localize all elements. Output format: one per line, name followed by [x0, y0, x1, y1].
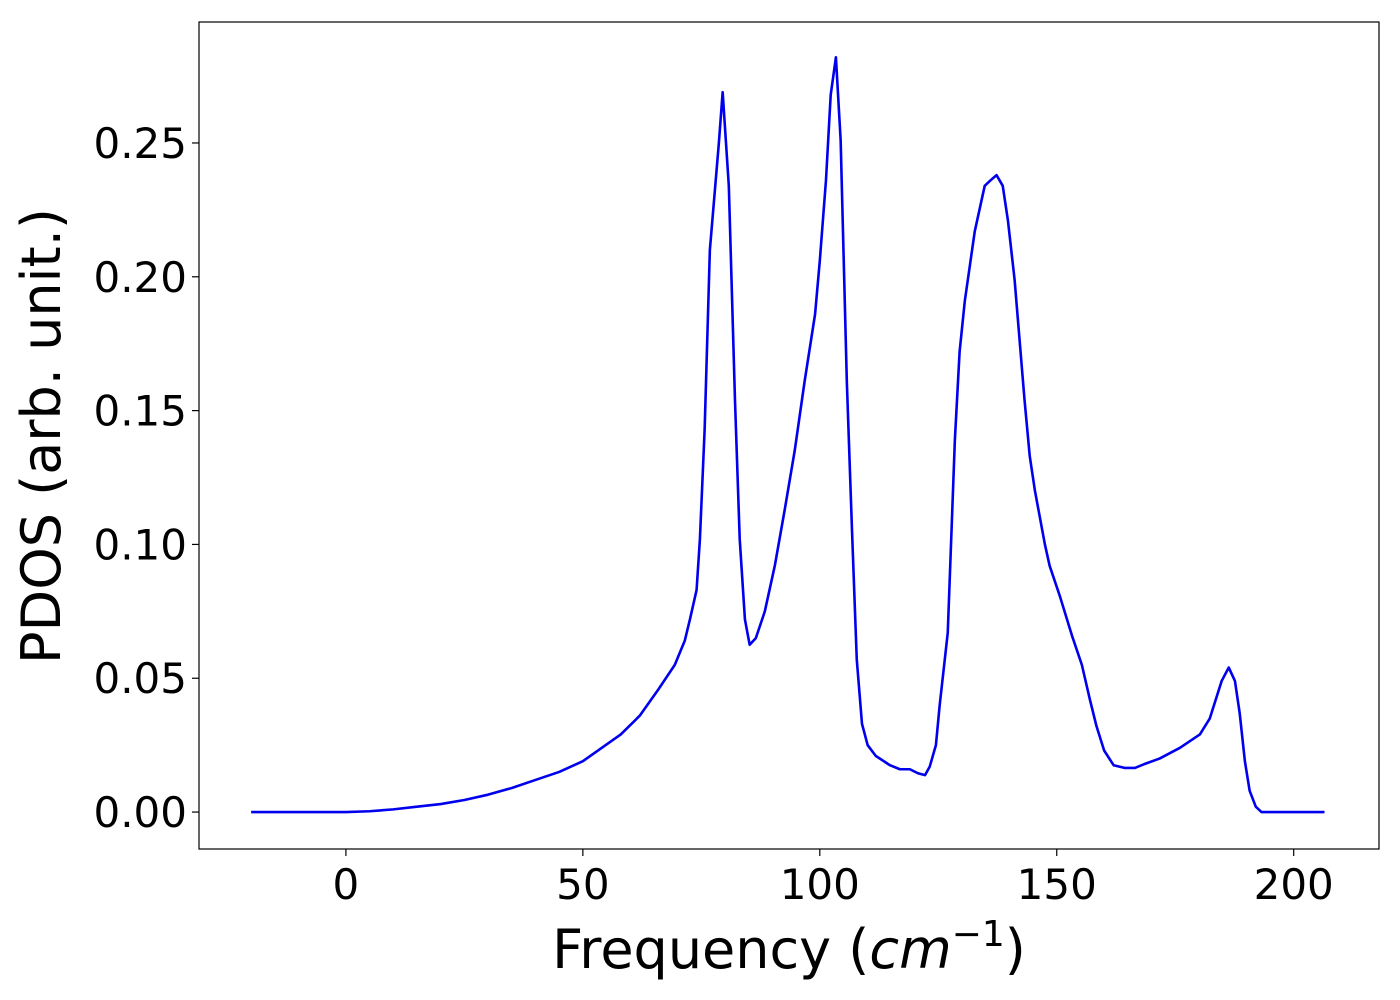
y-tick-label: 0.25	[93, 119, 187, 168]
x-tick-label: 100	[780, 860, 860, 909]
y-tick-label: 0.10	[93, 520, 187, 569]
plot-frame	[198, 21, 1380, 850]
x-tick-label: 0	[333, 860, 360, 909]
y-tick-label: 0.20	[93, 253, 187, 302]
pdos-line	[251, 56, 1325, 814]
y-tick-label: 0.05	[93, 654, 187, 703]
x-axis-label: Frequency (cm−1)	[552, 914, 1026, 981]
y-tick-label: 0.00	[93, 788, 187, 837]
x-tick-label: 50	[556, 860, 609, 909]
y-tick-label: 0.15	[93, 387, 187, 436]
x-tick-label: 150	[1017, 860, 1097, 909]
y-axis-label: PDOS (arb. unit.)	[10, 208, 73, 664]
x-tick-label: 200	[1254, 860, 1334, 909]
